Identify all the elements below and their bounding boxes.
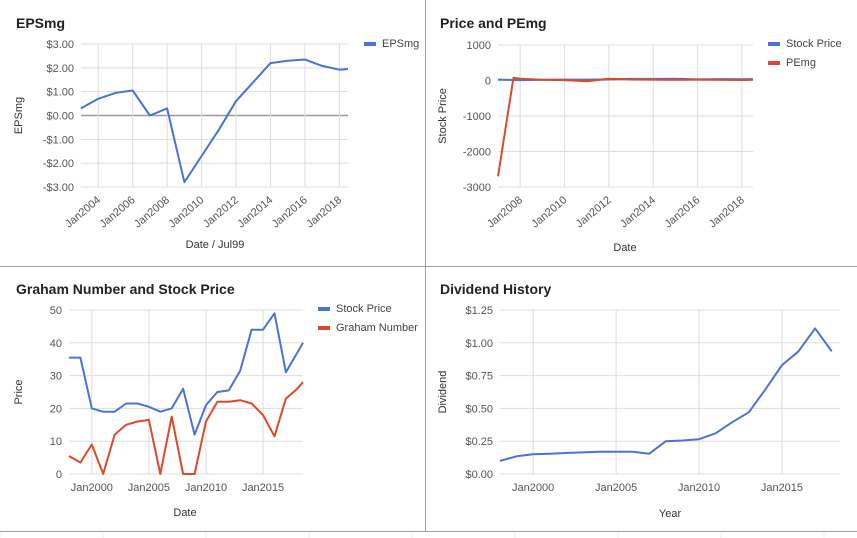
series-line-pemg	[497, 76, 754, 177]
y-axis-title: Stock Price	[437, 88, 449, 144]
y-tick-label: $0.00	[46, 111, 74, 123]
x-tick-label: Jan2010	[166, 194, 206, 230]
legend-swatch	[768, 42, 780, 46]
horizontal-divider	[0, 266, 857, 267]
eps-chart-panel[interactable]: EPSmg $3.00 $2.00 $1.00 $0.00 -$1.00 -$2.00 -$…	[0, 0, 425, 266]
x-axis-title: Date	[613, 242, 636, 254]
y-tick-label: -2000	[463, 147, 491, 159]
y-tick-label: 30	[50, 371, 62, 383]
dividend-chart: $1.25 $1.00 $0.75 $0.50 $0.25 $0.00 Jan2000 Jan…	[437, 305, 840, 520]
y-axis-title: Dividend	[437, 371, 449, 414]
series-line-stock-price	[69, 312, 304, 436]
x-tick-label: Jan2014	[618, 194, 658, 230]
y-tick-label: 1000	[467, 40, 491, 52]
y-tick-label: 0	[56, 469, 62, 481]
chart-title: Dividend History	[440, 281, 552, 297]
y-tick-label: $1.00	[465, 338, 493, 350]
dividend-chart-panel[interactable]: Dividend History $1.25 $1.00 $0.75 $0.50 $0.…	[426, 267, 857, 531]
x-tick-label: Jan2004	[63, 194, 103, 230]
y-tick-label: -$1.00	[43, 134, 74, 146]
y-tick-label: 0	[485, 76, 491, 88]
y-tick-label: 40	[50, 338, 62, 350]
x-tick-label: Jan2016	[662, 194, 702, 230]
y-tick-label: -1000	[463, 111, 491, 123]
x-tick-label: Jan2012	[574, 194, 614, 230]
x-axis-title: Date	[173, 507, 196, 519]
y-tick-label: $0.50	[465, 403, 493, 415]
x-tick-label: Jan2010	[529, 194, 569, 230]
legend-swatch	[318, 326, 330, 330]
x-axis-title: Date / Jul99	[186, 239, 245, 251]
y-tick-label: -$3.00	[43, 182, 74, 194]
x-tick-label: Jan2010	[678, 482, 720, 494]
y-tick-label: 10	[50, 436, 62, 448]
series-line-dividend	[499, 327, 833, 462]
legend-label: PEmg	[786, 57, 816, 69]
x-tick-label: Jan2016	[270, 194, 310, 230]
y-tick-label: $1.25	[465, 305, 493, 317]
series-line-epsmg	[80, 58, 349, 184]
x-tick-label: Jan2014	[235, 194, 275, 230]
x-tick-label: Jan2000	[71, 482, 113, 494]
y-tick-label: $0.00	[465, 469, 493, 481]
y-tick-label: $2.00	[46, 63, 74, 75]
y-tick-label: 50	[50, 305, 62, 317]
y-tick-label: $1.00	[46, 87, 74, 99]
chart-title: EPSmg	[16, 15, 66, 31]
x-tick-label: Jan2012	[201, 194, 241, 230]
x-tick-label: Jan2010	[185, 482, 227, 494]
y-tick-label: $0.25	[465, 436, 493, 448]
x-tick-label: Jan2000	[512, 482, 554, 494]
x-tick-label: Jan2005	[595, 482, 637, 494]
x-axis-title: Year	[659, 508, 682, 520]
legend-label: EPSmg	[382, 38, 419, 50]
y-axis-title: Price	[13, 379, 25, 404]
legend-label: Stock Price	[336, 303, 392, 315]
x-tick-label: Jan2018	[304, 194, 344, 230]
x-tick-label: Jan2008	[132, 194, 172, 230]
legend-label: Stock Price	[786, 38, 842, 50]
x-tick-label: Jan2018	[707, 194, 747, 230]
legend-swatch	[318, 307, 330, 311]
legend-label: Graham Number	[336, 322, 418, 334]
series-line-graham-number	[68, 381, 304, 475]
y-tick-label: 20	[50, 403, 62, 415]
x-tick-label: Jan2006	[98, 194, 138, 230]
x-tick-label: Jan2008	[485, 194, 525, 230]
y-tick-label: $3.00	[46, 39, 74, 51]
y-tick-label: -$2.00	[43, 158, 74, 170]
graham-chart: 50 40 30 20 10 0 Jan2000 Jan2005 Jan2010 Jan2015 D…	[13, 303, 418, 519]
price-pe-chart-panel[interactable]: Price and PEmg 1000 0 -1000 -2000 -3000 Jan20…	[426, 0, 857, 266]
bottom-border	[0, 531, 857, 532]
legend-swatch	[364, 42, 376, 46]
y-axis-title: EPSmg	[13, 97, 25, 134]
legend-swatch	[768, 61, 780, 65]
x-tick-label: Jan2005	[128, 482, 170, 494]
y-tick-label: -3000	[463, 182, 491, 194]
chart-title: Graham Number and Stock Price	[16, 281, 235, 297]
eps-chart: $3.00$2.00$1.00$0.00-$1.00-$2.00-$3.00Ja…	[13, 38, 419, 251]
graham-chart-panel[interactable]: Graham Number and Stock Price 50 40 30 20 10…	[0, 267, 425, 531]
chart-title: Price and PEmg	[440, 15, 547, 31]
x-tick-label: Jan2015	[242, 482, 284, 494]
y-tick-label: $0.75	[465, 371, 493, 383]
x-tick-label: Jan2015	[761, 482, 803, 494]
